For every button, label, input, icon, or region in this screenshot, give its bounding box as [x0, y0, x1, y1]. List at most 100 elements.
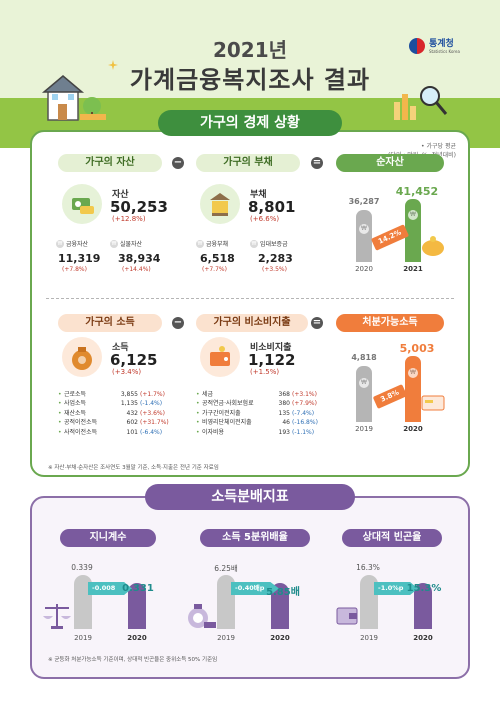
- item-name: 세금: [202, 391, 214, 398]
- list-item: • 비영리단체이전지출 46 (-16.8%): [196, 418, 318, 427]
- gini-2020-value: 0.331: [122, 583, 154, 594]
- item-pct: (+3.6%): [140, 409, 165, 417]
- debt-pill: 가구의 부채: [196, 154, 300, 172]
- item-name: 공적연금·사회보험료: [202, 400, 254, 408]
- money-bag-icon: [188, 604, 216, 628]
- money-bag-icon: [62, 337, 102, 377]
- assets-label: 자산: [112, 190, 129, 200]
- net-assets-2020-value: 36,287: [348, 197, 380, 206]
- section2-title: 소득분배지표: [145, 484, 355, 510]
- list-item: • 사적이전소득 101 (-6.4%): [58, 428, 169, 437]
- money-icon: [62, 184, 102, 224]
- logo-mark-icon: [409, 38, 425, 54]
- disposable-income-pill: 처분가능소득: [336, 314, 444, 332]
- net-assets-2021-value: 41,452: [395, 185, 439, 198]
- net-year-2020: 2020: [355, 265, 373, 273]
- quintile-year-2020: 2020: [270, 634, 290, 642]
- poverty-2019-bar: [360, 575, 378, 629]
- bullet-icon: •: [196, 428, 200, 436]
- logo-sub: Statistics Korea: [429, 48, 460, 54]
- won-icon: ₩: [196, 239, 204, 248]
- section-divider: [46, 298, 454, 299]
- real-assets-text: 실물자산: [120, 241, 143, 248]
- assets-value: 50,253: [110, 198, 168, 216]
- item-value: 1,135: [120, 400, 138, 408]
- financial-debt-text: 금융부채: [206, 241, 229, 248]
- gini-change: -0.008: [88, 582, 132, 595]
- item-pct: (-7.4%): [292, 409, 315, 417]
- item-pct: (-1.1%): [292, 428, 315, 436]
- poverty-year-2019: 2019: [360, 634, 378, 642]
- bullet-icon: •: [58, 400, 62, 408]
- won-icon: ₩: [110, 239, 118, 248]
- financial-debt-pct: (+7.7%): [202, 266, 227, 273]
- item-pct: (+3.1%): [292, 391, 317, 398]
- bank-icon: [200, 184, 240, 224]
- sparkle-icon: [108, 60, 118, 70]
- lease-deposit-text: 임대보증금: [260, 241, 288, 248]
- equals-operator: =: [311, 317, 323, 329]
- item-value: 3,855: [120, 391, 138, 398]
- won-coin-icon: ₩: [359, 378, 369, 388]
- disposable-year-2020: 2020: [403, 425, 423, 433]
- item-pct: (+7.9%): [292, 400, 317, 408]
- bullet-icon: •: [196, 409, 200, 417]
- quintile-year-2019: 2019: [217, 634, 235, 642]
- item-name: 근로소득: [64, 391, 87, 398]
- quintile-2020-bar: [271, 583, 289, 629]
- bullet-icon: •: [58, 409, 62, 417]
- lease-deposit-label: ₩ 임대보증금: [250, 239, 288, 248]
- item-name: 사적이전소득: [64, 428, 98, 436]
- poverty-2020-bar: [414, 583, 432, 629]
- nonconsumption-breakdown-list: • 세금 368 (+3.1%) • 공적연금·사회보험료 380 (+7.9%) • 가구간이전…: [196, 390, 318, 437]
- magnifier-illustration: [394, 86, 448, 120]
- net-year-2021: 2021: [403, 265, 423, 273]
- net-assets-pill: 순자산: [336, 154, 444, 172]
- item-value: 135: [278, 409, 290, 417]
- income-pill: 가구의 소득: [58, 314, 162, 332]
- item-name: 이자비용: [202, 428, 225, 436]
- list-item: • 근로소득 3,855 (+1.7%): [58, 390, 169, 399]
- net-assets-2020-bar: [356, 210, 372, 262]
- quintile-2020-value: 5.85배: [266, 587, 300, 598]
- lease-deposit-value: 2,283: [258, 252, 293, 265]
- gini-2020-bar: [128, 583, 146, 629]
- poverty-2019-value: 16.3%: [356, 563, 380, 572]
- real-assets-value: 38,934: [118, 252, 161, 265]
- income-breakdown-list: • 근로소득 3,855 (+1.7%) • 사업소득 1,135 (-1.4%) • 재산소득 4…: [58, 390, 169, 437]
- house-illustration: [41, 75, 106, 121]
- nonconsumption-pill: 가구의 비소비지출: [196, 314, 308, 332]
- real-assets-pct: (+14.4%): [122, 266, 151, 273]
- gini-pill: 지니계수: [60, 529, 156, 547]
- bullet-icon: •: [58, 391, 62, 398]
- item-name: 공적이전소득: [64, 419, 98, 427]
- item-pct: (+31.7%): [140, 419, 169, 427]
- poverty-pill: 상대적 빈곤율: [342, 529, 442, 547]
- card-icon: [421, 395, 445, 411]
- disposable-2019-value: 4,818: [351, 353, 377, 362]
- bullet-icon: •: [196, 400, 200, 408]
- bullet-icon: •: [58, 428, 62, 436]
- scale-icon: [43, 604, 71, 629]
- poverty-year-2020: 2020: [413, 634, 433, 642]
- economic-status-panel: [30, 130, 470, 477]
- equals-operator: =: [311, 157, 323, 169]
- item-value: 602: [126, 419, 138, 427]
- nonconsumption-pct: (+1.5%): [250, 368, 280, 376]
- gini-2019-value: 0.339: [71, 563, 93, 572]
- section2-footnote: ※ 균등화 처분가능소득 기준이며, 상대적 빈곤율은 중위소득 50% 기준임: [48, 657, 218, 663]
- section1-footnote: ※ 자산·부채·순자산은 조사연도 3월말 기준, 소득·지출은 전년 기준 자…: [48, 465, 219, 471]
- won-icon: ₩: [56, 239, 64, 248]
- item-value: 193: [278, 428, 290, 436]
- item-pct: (+1.7%): [140, 391, 165, 398]
- quintile-2019-value: 6.25배: [214, 564, 238, 573]
- item-value: 46: [282, 419, 290, 427]
- list-item: • 공적이전소득 602 (+31.7%): [58, 418, 169, 427]
- disposable-year-2019: 2019: [355, 425, 373, 433]
- list-item: • 가구간이전지출 135 (-7.4%): [196, 409, 318, 418]
- net-assets-2021-bar: [405, 199, 421, 262]
- minus-operator: −: [172, 157, 184, 169]
- debt-label: 부채: [250, 190, 267, 200]
- item-pct: (-16.8%): [292, 419, 318, 427]
- nonconsumption-label: 비소비지출: [250, 343, 292, 353]
